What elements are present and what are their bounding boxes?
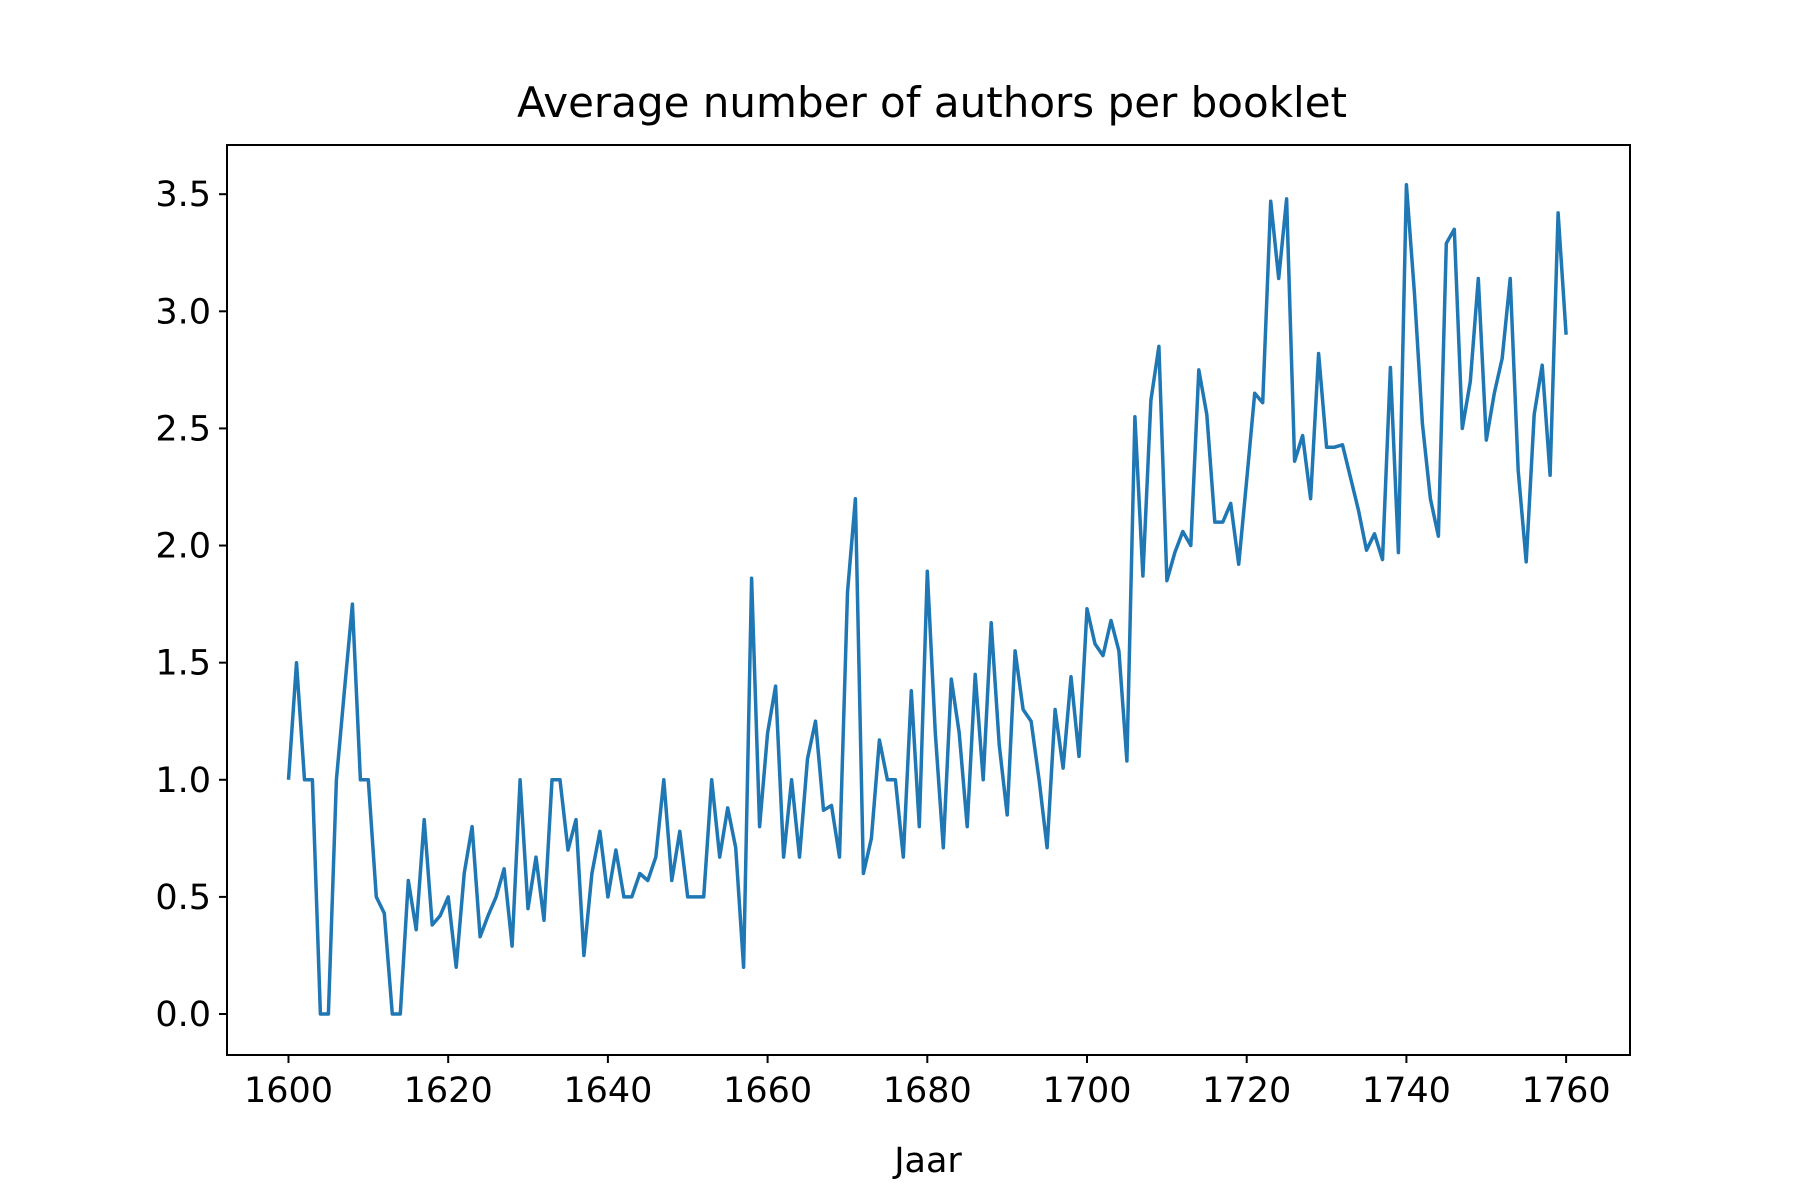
y-tick-label: 3.0 [155,292,211,332]
series-line-0 [286,183,1568,1016]
x-tick-label: 1700 [1042,1071,1131,1111]
y-tick-label: 1.0 [155,761,211,801]
y-tick-label: 2.0 [155,527,211,567]
y-tick-label: 2.5 [155,409,211,449]
y-tick-label: 3.5 [155,175,211,215]
plot-frame [226,144,1631,1056]
chart-title: Average number of authors per booklet [517,78,1347,127]
x-tick-label: 1660 [723,1071,812,1111]
y-axis-ticks: 0.0 0.5 1.0 1.5 2.0 2.5 3.0 3.5 [155,175,227,1035]
x-tick-label: 1760 [1522,1071,1611,1111]
x-tick-label: 1620 [404,1071,493,1111]
series-layer [286,183,1568,1016]
x-tick-label: 1600 [244,1071,333,1111]
x-tick-label: 1640 [563,1071,652,1111]
x-tick-label: 1680 [883,1071,972,1111]
x-axis-title: Jaar [892,1141,962,1181]
x-tick-label: 1720 [1202,1071,1291,1111]
x-axis-ticks: 1600 1620 1640 1660 1680 1700 1720 1740 1760 [244,1055,1611,1111]
x-tick-label: 1740 [1362,1071,1451,1111]
y-tick-label: 0.5 [155,878,211,918]
y-tick-label: 0.0 [155,995,211,1035]
y-tick-label: 1.5 [155,644,211,684]
